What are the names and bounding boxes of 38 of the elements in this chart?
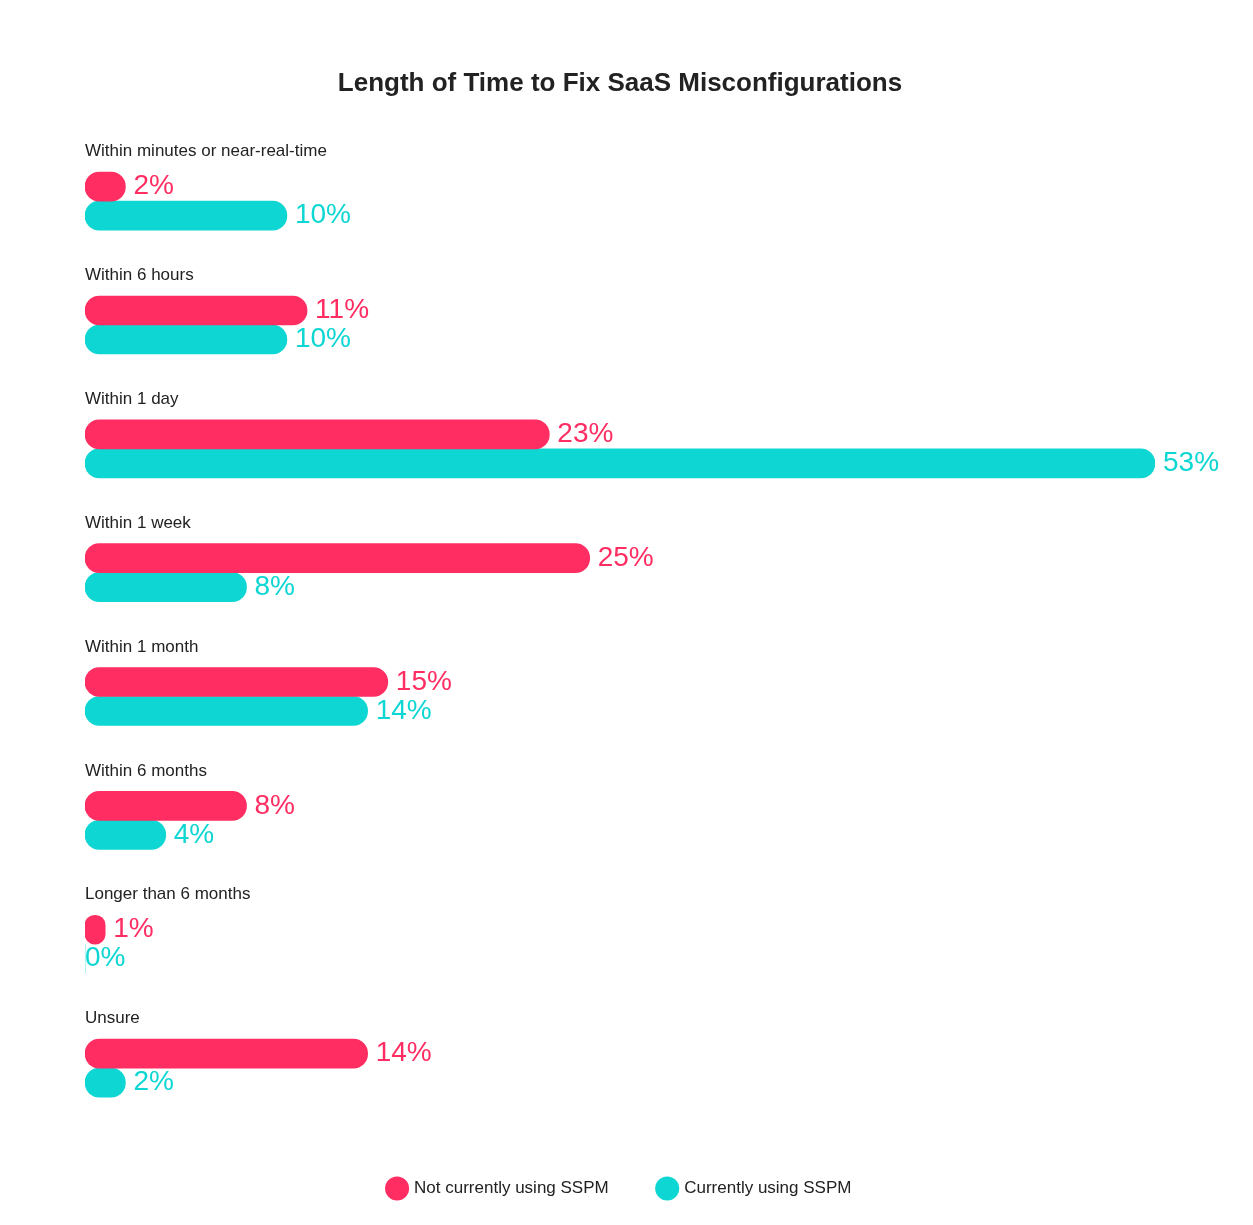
data-label: 53%: [1163, 446, 1220, 478]
bar: [85, 200, 288, 231]
bar: [85, 448, 1155, 479]
y-tick-label: Unsure: [85, 1008, 140, 1028]
legend-label: Not currently using SSPM: [414, 1178, 609, 1198]
data-label: 14%: [375, 1036, 432, 1068]
bar: [85, 696, 368, 726]
data-label: 2%: [133, 169, 174, 201]
y-tick-label: Within 1 day: [85, 389, 180, 409]
data-label: 25%: [597, 540, 654, 572]
data-label: 4%: [173, 817, 215, 849]
bar: [85, 295, 308, 326]
data-label: 15%: [395, 664, 452, 696]
bar: [85, 667, 389, 697]
data-label: 8%: [254, 788, 295, 820]
bar: [85, 572, 247, 603]
bar: [85, 324, 288, 355]
bar: [85, 419, 550, 450]
bar: [85, 543, 591, 574]
legend-label: Currently using SSPM: [684, 1178, 852, 1198]
y-tick-label: Within minutes or near-real-time: [85, 141, 327, 161]
data-label: 11%: [315, 293, 370, 325]
y-tick-label: Within 6 hours: [85, 265, 194, 285]
y-tick-label: Longer than 6 months: [85, 884, 251, 904]
data-label: 0%: [85, 941, 126, 973]
data-label: 2%: [133, 1065, 174, 1097]
data-label: 1%: [113, 912, 154, 944]
bar: [85, 791, 247, 821]
y-tick-label: Within 1 week: [85, 512, 192, 532]
data-label: 10%: [294, 198, 351, 230]
chart-title: Length of Time to Fix SaaS Misconfigurations: [337, 66, 903, 97]
data-label: 23%: [557, 417, 614, 449]
data-label: 8%: [254, 569, 295, 601]
y-tick-label: Within 6 months: [85, 760, 207, 780]
bar: [85, 1038, 368, 1069]
data-label: 10%: [294, 322, 351, 354]
y-tick-label: Within 1 month: [85, 636, 199, 656]
data-label: 14%: [375, 693, 432, 725]
